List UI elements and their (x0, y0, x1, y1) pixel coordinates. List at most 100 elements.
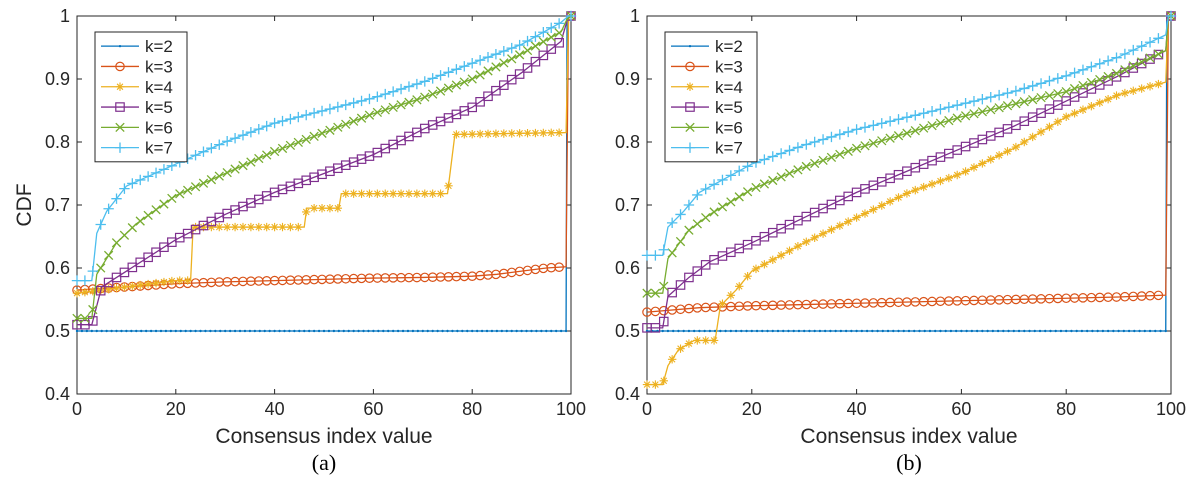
data-point (428, 89, 438, 99)
data-point (362, 329, 365, 333)
data-point (514, 69, 525, 79)
data-point (901, 112, 913, 123)
data-point (667, 287, 677, 298)
data-point (860, 329, 864, 333)
data-point (642, 288, 652, 298)
data-point (127, 178, 138, 189)
data-point (550, 329, 553, 333)
x-axis-label: Consensus index value (800, 425, 1017, 448)
data-point (659, 281, 669, 291)
y-tick-label: 0.9 (615, 69, 640, 89)
data-point (818, 329, 822, 333)
data-point (1133, 329, 1136, 333)
data-point (199, 329, 202, 333)
data-point (224, 329, 227, 333)
data-point (952, 113, 962, 123)
data-point (835, 149, 845, 160)
data-point (1020, 137, 1029, 147)
data-point (88, 286, 98, 296)
data-point (142, 171, 154, 182)
data-point (179, 329, 182, 333)
data-point (144, 329, 148, 333)
data-point (1036, 127, 1046, 137)
data-point (159, 199, 169, 209)
data-point (759, 154, 770, 165)
data-point (79, 275, 91, 286)
data-point (1136, 40, 1147, 52)
data-point (269, 146, 280, 157)
data-point (1070, 109, 1079, 118)
data-point (701, 336, 710, 345)
data-point (546, 32, 556, 42)
data-point (554, 37, 564, 48)
data-point (72, 289, 82, 298)
data-point (546, 22, 557, 34)
data-point (490, 48, 502, 60)
data-point (219, 329, 222, 333)
data-point (174, 329, 177, 333)
data-point (893, 114, 904, 125)
data-point (1095, 98, 1104, 107)
data-point (927, 120, 937, 131)
data-point (184, 329, 187, 333)
data-point (490, 329, 494, 333)
data-point (768, 255, 777, 265)
data-point (230, 222, 240, 232)
data-point (954, 329, 958, 333)
data-point (404, 189, 414, 198)
data-point (190, 150, 201, 161)
data-point (923, 329, 926, 333)
data-point (325, 203, 335, 213)
data-point (726, 197, 736, 207)
legend-label: k=6 (145, 118, 173, 137)
data-point (520, 329, 523, 333)
data-point (298, 329, 301, 333)
data-point (206, 175, 217, 185)
data-point (792, 142, 804, 153)
data-point (784, 168, 795, 179)
data-point (348, 116, 359, 126)
data-point (499, 80, 509, 90)
y-tick-label: 0.8 (45, 132, 70, 152)
x-tick-label: 20 (742, 399, 762, 419)
data-point (356, 95, 367, 107)
data-point (1165, 10, 1177, 22)
legend-label: k=5 (145, 98, 173, 117)
data-point (150, 167, 162, 179)
data-point (277, 143, 288, 154)
data-point (993, 89, 1005, 101)
data-point (325, 125, 335, 135)
data-point (467, 102, 477, 113)
data-point (910, 110, 921, 121)
data-point (387, 329, 390, 333)
data-point (1138, 329, 1141, 333)
data-point (651, 380, 660, 389)
data-point (818, 229, 828, 238)
data-point (1053, 117, 1063, 127)
data-point (835, 221, 845, 230)
data-point (356, 113, 367, 123)
data-point (95, 285, 106, 296)
data-point (843, 146, 853, 156)
data-point (1002, 329, 1005, 333)
data-point (411, 329, 415, 333)
data-point (288, 329, 291, 333)
data-point (420, 189, 429, 198)
data-point (175, 189, 185, 199)
data-point (692, 219, 702, 229)
data-point (1096, 329, 1099, 333)
series-layer (641, 10, 1177, 389)
series-k7 (641, 10, 1177, 261)
data-point (373, 189, 382, 198)
data-point (1065, 329, 1068, 333)
data-point (975, 329, 979, 333)
data-point (238, 222, 248, 232)
legend-label: k=4 (715, 78, 743, 97)
data-point (507, 129, 516, 138)
data-point (913, 329, 916, 333)
y-tick-label: 0.7 (615, 195, 640, 215)
data-point (317, 329, 321, 333)
data-point (953, 170, 962, 180)
data-point (491, 85, 501, 96)
data-point (228, 329, 232, 333)
